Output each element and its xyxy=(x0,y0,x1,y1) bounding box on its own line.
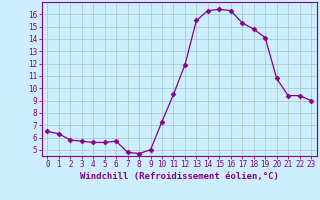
X-axis label: Windchill (Refroidissement éolien,°C): Windchill (Refroidissement éolien,°C) xyxy=(80,172,279,181)
